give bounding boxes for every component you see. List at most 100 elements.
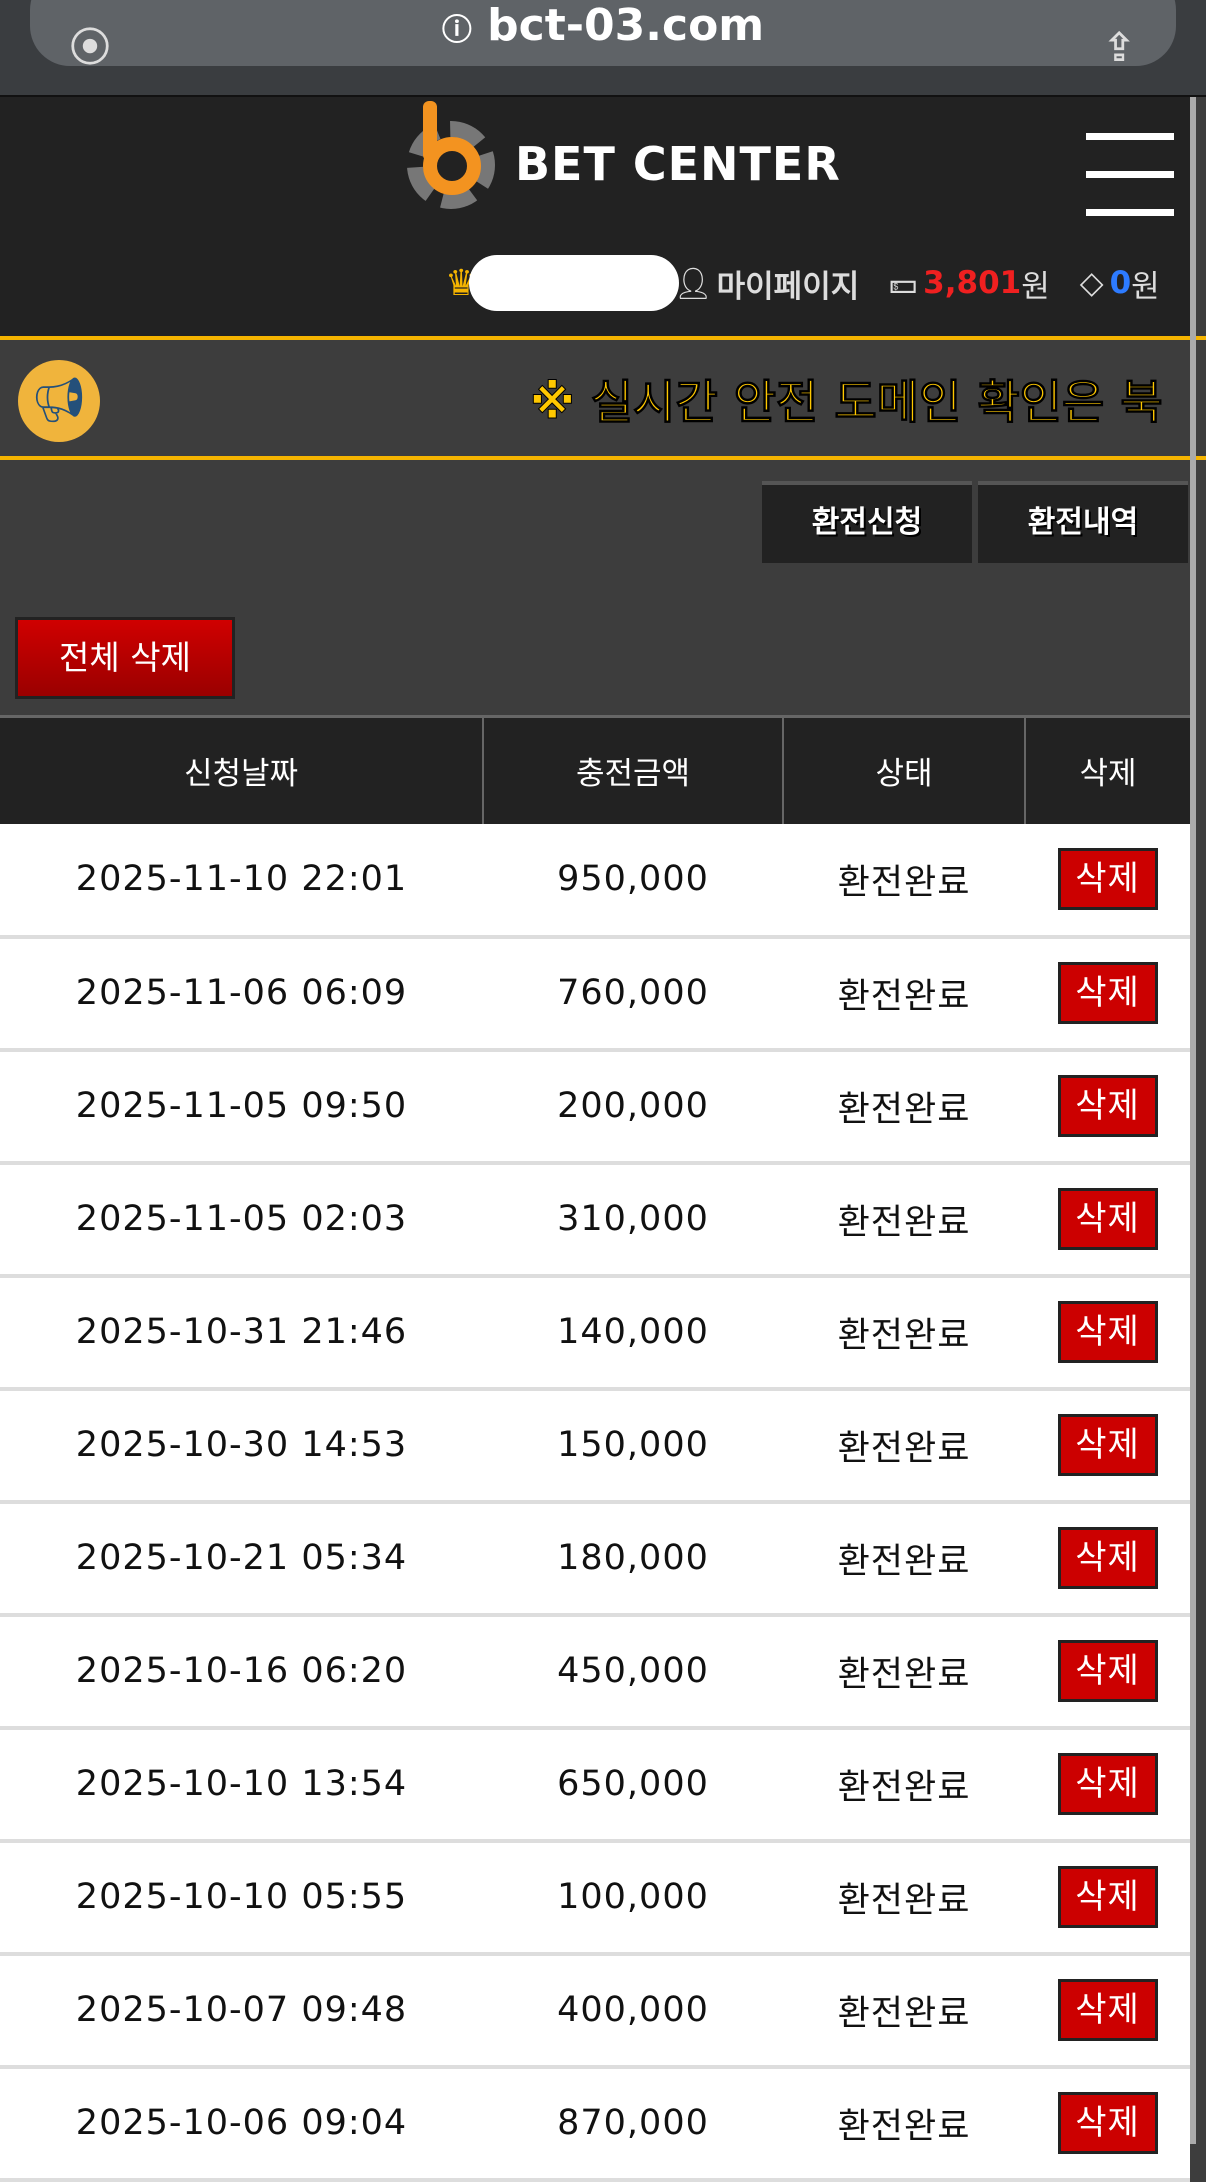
row-status: 환전완료 (783, 1501, 1025, 1617)
scan-icon[interactable]: ⦿ (70, 25, 110, 71)
row-status: 환전완료 (783, 1275, 1025, 1391)
money-balance: 3,801 (923, 265, 1022, 301)
row-action-cell: 삭제 (1025, 1049, 1190, 1165)
row-delete-button[interactable]: 삭제 (1057, 848, 1158, 910)
row-delete-button[interactable]: 삭제 (1057, 2092, 1158, 2154)
table-row: 2025-10-31 21:46 140,000 환전완료 삭제 (0, 1275, 1190, 1391)
row-delete-button[interactable]: 삭제 (1057, 1753, 1158, 1815)
row-delete-button[interactable]: 삭제 (1057, 1527, 1158, 1589)
row-status: 환전완료 (783, 1162, 1025, 1278)
row-amount: 100,000 (483, 1840, 783, 1956)
row-delete-button[interactable]: 삭제 (1057, 1301, 1158, 1363)
point-unit: 원 (1131, 268, 1160, 305)
row-delete-button[interactable]: 삭제 (1057, 1075, 1158, 1137)
row-amount: 870,000 (483, 2066, 783, 2182)
row-date: 2025-10-10 05:55 (0, 1840, 483, 1956)
row-action-cell: 삭제 (1025, 1388, 1190, 1504)
row-status: 환전완료 (783, 823, 1025, 939)
row-action-cell: 삭제 (1025, 1953, 1190, 2069)
notice-text: ※ 실시간 안전 도메인 확인은 북 (530, 375, 1164, 430)
header-date: 신청날짜 (0, 715, 483, 824)
row-amount: 310,000 (483, 1162, 783, 1278)
row-amount: 400,000 (483, 1953, 783, 2069)
row-delete-button[interactable]: 삭제 (1057, 962, 1158, 1024)
table-row: 2025-11-10 22:01 950,000 환전완료 삭제 (0, 823, 1190, 939)
share-icon[interactable]: ⇪ (1102, 25, 1136, 71)
table-row: 2025-10-06 09:04 870,000 환전완료 삭제 (0, 2066, 1190, 2182)
money-unit: 원 (1021, 268, 1050, 305)
hamburger-menu-icon[interactable] (1086, 133, 1174, 247)
row-status: 환전완료 (783, 1388, 1025, 1504)
row-status: 환전완료 (783, 936, 1025, 1052)
table-row: 2025-10-16 06:20 450,000 환전완료 삭제 (0, 1614, 1190, 1730)
user-info-bar: ♛ 👤︎ 마이페이지 💵︎ 3,801 원 ◇ 0 원 (445, 255, 1160, 311)
row-date: 2025-10-21 05:34 (0, 1501, 483, 1617)
table-row: 2025-11-06 06:09 760,000 환전완료 삭제 (0, 936, 1190, 1052)
point-balance: 0 (1109, 265, 1132, 301)
row-status: 환전완료 (783, 2066, 1025, 2182)
row-date: 2025-10-10 13:54 (0, 1727, 483, 1843)
row-action-cell: 삭제 (1025, 823, 1190, 939)
table-row: 2025-10-07 09:48 400,000 환전완료 삭제 (0, 1953, 1190, 2069)
row-action-cell: 삭제 (1025, 936, 1190, 1052)
row-action-cell: 삭제 (1025, 1162, 1190, 1278)
row-amount: 450,000 (483, 1614, 783, 1730)
row-delete-button[interactable]: 삭제 (1057, 1188, 1158, 1250)
row-action-cell: 삭제 (1025, 1275, 1190, 1391)
info-icon[interactable]: ⓘ (441, 13, 472, 48)
logo-text: BET CENTER (515, 137, 841, 191)
row-action-cell: 삭제 (1025, 2066, 1190, 2182)
site-header: BET CENTER ♛ 👤︎ 마이페이지 💵︎ 3,801 원 ◇ 0 원 (0, 97, 1192, 337)
megaphone-icon: 📢︎ (18, 360, 100, 442)
browser-bar: ⦿ ⓘ bct-03.com ⇪ (0, 0, 1206, 97)
table-row: 2025-10-10 13:54 650,000 환전완료 삭제 (0, 1727, 1190, 1843)
table-row: 2025-10-10 05:55 100,000 환전완료 삭제 (0, 1840, 1190, 1956)
row-date: 2025-10-06 09:04 (0, 2066, 483, 2182)
url-text: bct-03.com (487, 0, 765, 51)
row-status: 환전완료 (783, 1727, 1025, 1843)
row-date: 2025-11-05 02:03 (0, 1162, 483, 1278)
row-delete-button[interactable]: 삭제 (1057, 1640, 1158, 1702)
header-amount: 충전금액 (482, 715, 783, 824)
row-status: 환전완료 (783, 1840, 1025, 1956)
redacted-username (469, 255, 680, 311)
row-amount: 760,000 (483, 936, 783, 1052)
address-bar[interactable]: ⦿ ⓘ bct-03.com ⇪ (30, 0, 1176, 71)
header-delete: 삭제 (1024, 715, 1190, 824)
table-row: 2025-10-30 14:53 150,000 환전완료 삭제 (0, 1388, 1190, 1504)
tab-exchange-history[interactable]: 환전내역 (978, 481, 1188, 563)
scrollbar[interactable] (1190, 97, 1196, 2144)
mypage-link[interactable]: 마이페이지 (716, 268, 860, 305)
row-action-cell: 삭제 (1025, 1840, 1190, 1956)
cash-icon: 💵︎ (889, 264, 918, 301)
row-date: 2025-10-07 09:48 (0, 1953, 483, 2069)
row-amount: 180,000 (483, 1501, 783, 1617)
logo[interactable]: BET CENTER (405, 101, 841, 213)
table-row: 2025-10-21 05:34 180,000 환전완료 삭제 (0, 1501, 1190, 1617)
row-action-cell: 삭제 (1025, 1501, 1190, 1617)
row-date: 2025-11-05 09:50 (0, 1049, 483, 1165)
logo-gear-icon (405, 101, 501, 213)
exchange-history-table: 신청날짜 충전금액 상태 삭제 2025-11-10 22:01 950,000… (0, 715, 1190, 2182)
delete-all-button[interactable]: 전체 삭제 (15, 617, 235, 699)
row-delete-button[interactable]: 삭제 (1057, 1414, 1158, 1476)
row-date: 2025-10-30 14:53 (0, 1388, 483, 1504)
row-status: 환전완료 (783, 1614, 1025, 1730)
row-delete-button[interactable]: 삭제 (1057, 1979, 1158, 2041)
row-action-cell: 삭제 (1025, 1614, 1190, 1730)
row-amount: 200,000 (483, 1049, 783, 1165)
row-date: 2025-10-31 21:46 (0, 1275, 483, 1391)
header-status: 상태 (782, 715, 1025, 824)
row-status: 환전완료 (783, 1953, 1025, 2069)
row-amount: 150,000 (483, 1388, 783, 1504)
row-amount: 650,000 (483, 1727, 783, 1843)
row-amount: 950,000 (483, 823, 783, 939)
notice-marquee: 📢︎ ※ 실시간 안전 도메인 확인은 북 (0, 336, 1206, 460)
diamond-icon: ◇ (1079, 265, 1104, 301)
table-row: 2025-11-05 02:03 310,000 환전완료 삭제 (0, 1162, 1190, 1278)
tab-exchange-request[interactable]: 환전신청 (762, 481, 972, 563)
row-delete-button[interactable]: 삭제 (1057, 1866, 1158, 1928)
row-date: 2025-11-06 06:09 (0, 936, 483, 1052)
table-row: 2025-11-05 09:50 200,000 환전완료 삭제 (0, 1049, 1190, 1165)
row-status: 환전완료 (783, 1049, 1025, 1165)
